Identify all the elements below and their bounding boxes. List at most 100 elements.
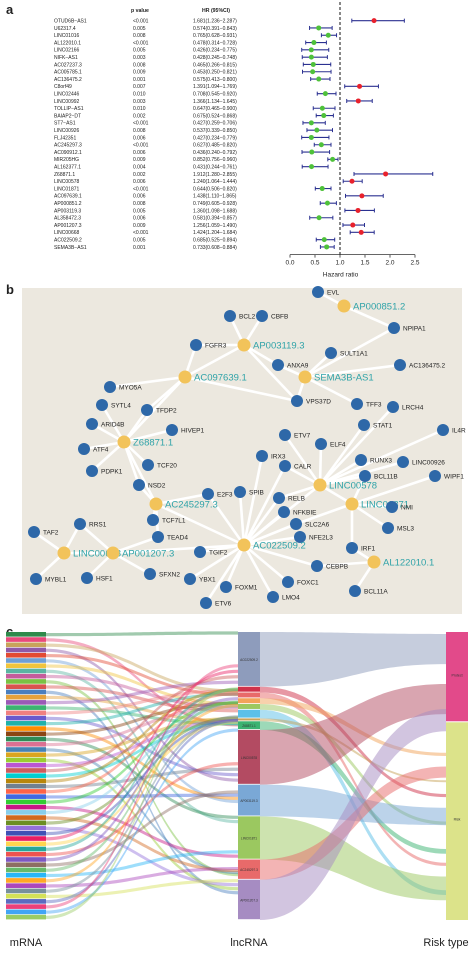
node-label: RRS1 <box>89 522 107 529</box>
panel-letter-b: b <box>6 282 14 297</box>
mrna-node <box>184 573 196 585</box>
mrna-node <box>141 404 153 416</box>
gene-label: AC136475.2 <box>54 77 82 83</box>
hr-label: 0.644(0.506−0.820) <box>193 186 237 192</box>
lnc-bar <box>238 718 260 721</box>
hr-label: 1.681(1.236−2.287) <box>193 18 237 24</box>
sankey-flow <box>46 664 238 706</box>
mrna-bar <box>6 705 46 710</box>
mrna-node <box>78 443 90 455</box>
network-edge <box>342 304 396 330</box>
sankey-flow <box>46 737 238 819</box>
hr-label: 0.465(0.266−0.815) <box>193 62 237 68</box>
node-label: LMO4 <box>282 595 300 602</box>
mrna-bar <box>6 815 46 820</box>
mrna-node <box>387 401 399 413</box>
hr-point <box>330 156 336 162</box>
mrna-node <box>28 526 40 538</box>
mrna-node <box>144 568 156 580</box>
mrna-nodes <box>6 632 46 920</box>
hr-label: 1.256(1.059−1.490) <box>193 223 237 229</box>
mrna-bar <box>6 757 46 763</box>
network-edge <box>283 464 322 487</box>
mrna-node <box>190 339 202 351</box>
sankey-flow <box>46 721 238 778</box>
mrna-bar <box>6 914 46 920</box>
node-label: ANXA9 <box>287 363 309 370</box>
network-edge <box>78 522 115 555</box>
network-edge <box>318 423 366 487</box>
hr-label: 0.537(0.339−0.850) <box>193 128 237 134</box>
node-label: ATF4 <box>93 447 109 454</box>
mrna-node <box>351 398 363 410</box>
network-edge <box>318 405 395 487</box>
pvalue-label: 0.004 <box>133 164 146 170</box>
network-edge <box>318 428 445 487</box>
node-label: SLC2A6 <box>305 522 330 529</box>
hr-point <box>316 215 322 221</box>
mrna-node <box>273 492 285 504</box>
gene-label: AL162377.1 <box>54 164 81 170</box>
network-edge <box>111 535 160 555</box>
hr-label: 0.675(0.524−0.868) <box>193 113 237 119</box>
network-edge <box>183 343 246 379</box>
sankey-flow <box>46 705 238 747</box>
gene-label: LINC00578 <box>54 179 80 185</box>
hr-label: 0.478(0.314−0.728) <box>193 40 237 46</box>
mrna-node <box>86 418 98 430</box>
network-edge <box>108 375 187 389</box>
pvalue-label: 0.010 <box>133 91 146 97</box>
sankey-flow <box>260 704 446 825</box>
gene-label: ST7−AS1 <box>54 121 76 127</box>
sankey-flow <box>46 701 238 736</box>
mrna-bar <box>6 637 46 642</box>
mrna-bar <box>6 846 46 852</box>
node-label: AL122010.1 <box>383 558 434 569</box>
hr-label: 0.581(0.394−0.857) <box>193 216 237 222</box>
mrna-node <box>202 488 214 500</box>
network-edge <box>350 502 394 509</box>
mrna-bar <box>6 789 46 794</box>
mrna-bar <box>6 888 46 894</box>
x-axis-label: Hazard ratio <box>323 272 359 278</box>
node-label: RUNX3 <box>370 458 392 465</box>
sankey-flow <box>46 687 238 851</box>
pvalue-label: 0.005 <box>133 208 146 214</box>
mrna-node <box>30 573 42 585</box>
mrna-node <box>388 322 400 334</box>
sankey-flow <box>46 758 238 891</box>
hr-label: 1.912(1.280−2.855) <box>193 172 237 178</box>
hr-point <box>308 47 314 53</box>
sankey-flow <box>46 719 238 768</box>
node-label: FOXC1 <box>297 580 319 587</box>
lnc-bar <box>238 704 260 709</box>
node-label: TCF7L1 <box>162 518 186 525</box>
lnc-bar <box>238 692 260 698</box>
hr-point <box>321 113 327 119</box>
network-edge <box>350 474 437 506</box>
pvalue-label: <0.001 <box>133 18 149 24</box>
mrna-bar <box>6 689 46 695</box>
network-edge <box>318 474 367 487</box>
mrna-bar <box>6 867 46 873</box>
lnc-bar-label: AC245297.3 <box>240 868 258 872</box>
gene-label: SEMA3B−AS1 <box>54 245 87 251</box>
sankey-flow <box>260 721 446 854</box>
hr-label: 0.627(0.485−0.820) <box>193 143 237 149</box>
node-label: ELF4 <box>330 442 346 449</box>
hr-label: 0.428(0.245−0.748) <box>193 55 237 61</box>
sankey-flow <box>46 816 238 873</box>
gene-label: LINC01871 <box>54 186 80 192</box>
mrna-bar <box>6 768 46 773</box>
network-edge <box>204 543 246 605</box>
mrna-bar <box>6 673 46 679</box>
mrna-bar <box>6 700 46 705</box>
network-edge <box>100 403 126 444</box>
network-edge <box>242 543 275 599</box>
mrna-bar <box>6 721 46 726</box>
mrna-bar <box>6 878 46 883</box>
mrna-node <box>359 470 371 482</box>
node-label: VPS37D <box>306 399 331 406</box>
lnc-bar <box>238 859 260 879</box>
hr-label: 1.360(1.098−1.688) <box>193 208 237 214</box>
